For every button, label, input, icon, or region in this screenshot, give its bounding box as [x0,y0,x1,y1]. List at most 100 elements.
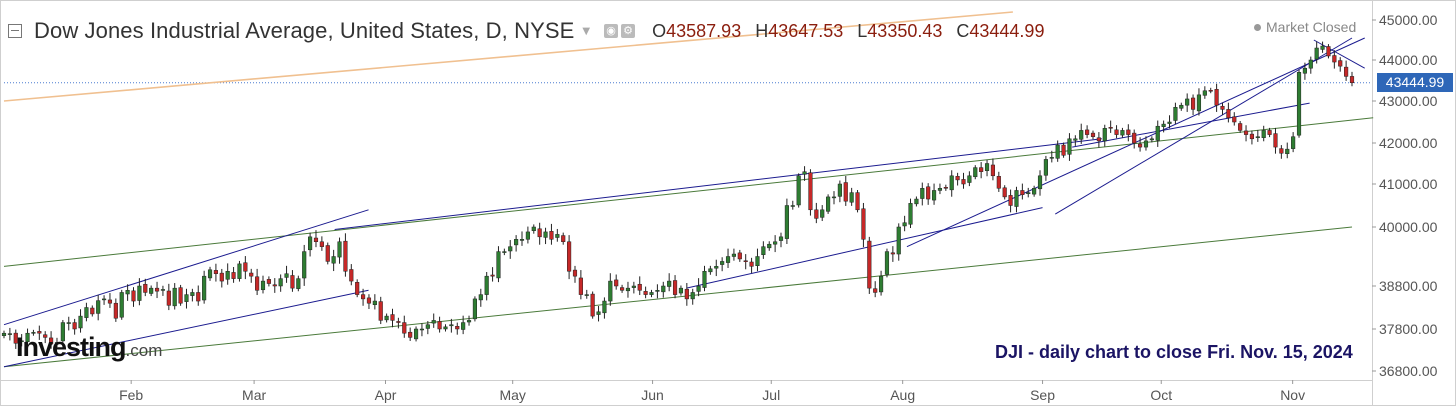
candle-body [1079,130,1084,140]
candle-body [920,188,925,199]
candle-body [1255,136,1260,138]
candle-body [154,287,160,292]
candle-body [1020,190,1025,195]
candle-body [25,332,30,343]
candle-body [826,196,831,212]
candle-body [1291,136,1296,149]
candle-body [1120,130,1125,136]
candle-body [967,175,972,183]
candle-body [1032,188,1037,195]
collapse-toggle-icon[interactable] [8,24,22,38]
candle-body [973,167,978,178]
candle-body [149,287,154,294]
x-tick-label: Feb [119,387,143,403]
candle-body [72,322,77,330]
candle-body [131,290,136,302]
ohlc-high-key: H [755,20,769,41]
ohlc-close-value: 43444.99 [969,20,1045,41]
candle-body [984,163,990,171]
market-status-text: Market Closed [1266,19,1357,35]
eye-icon[interactable]: ◉ [604,24,619,38]
candle-body [49,337,54,345]
candle-body [549,231,554,240]
candle-body [896,226,901,255]
symbol-dropdown-chevron-icon[interactable]: ▼ [582,25,591,37]
candle-body [708,268,713,273]
candle-body [1214,89,1219,106]
candle-body [1273,133,1278,148]
candle-body [125,290,130,295]
candle-body [672,280,678,295]
candle-body [873,288,878,293]
candle-body [1026,192,1031,194]
candle-body [1067,138,1072,155]
candle-body [237,263,242,279]
candle-body [555,234,560,238]
candle-body [178,287,183,304]
y-tick-label: 37800.00 [1379,321,1438,337]
candle-body [949,175,954,191]
candle-body [861,208,866,240]
candle-body [1196,94,1202,112]
candle-body [837,183,842,197]
ohlc-low-value: 43350.43 [867,20,943,41]
trend-line-blue [3,289,369,368]
candle-body [231,272,236,279]
candle-body [1344,66,1349,77]
gear-icon[interactable]: ⚙ [621,24,636,38]
candle-body [631,285,636,288]
candle-body [255,276,260,291]
candle-body [1249,133,1255,140]
candle-body [325,245,330,262]
candle-body [1208,90,1213,92]
candle-body [1238,123,1243,131]
candle-body [749,261,754,267]
candle-body [943,187,948,189]
candle-body [113,302,118,319]
candle-body [508,246,513,252]
candle-body [649,292,654,295]
candle-body [13,332,18,344]
candle-body [996,176,1001,189]
candle-body [1190,97,1196,110]
candle-body [1043,159,1048,176]
candle-body [478,294,483,301]
candle-body [1308,59,1313,69]
candle-body [119,292,124,318]
candle-body [1179,104,1184,109]
candle-body [855,192,860,211]
candle-body [655,290,660,292]
candle-body [937,188,943,191]
ohlc-close: C43444.99 [956,21,1044,42]
candle-body [37,331,42,334]
candle-body [266,279,271,284]
candle-body [366,297,372,304]
candle-body [219,272,224,282]
candle-body [761,246,766,255]
status-dot-icon [1254,24,1261,31]
candle-body [1338,60,1343,67]
candle-body [355,282,360,295]
candle-body [584,294,589,296]
candle-body [802,171,807,175]
candle-body [643,291,648,295]
candle-body [472,298,477,320]
candle-body [879,275,884,293]
market-status: Market Closed [1254,19,1356,35]
candle-body [84,307,89,318]
candle-body [443,326,448,330]
ohlc-open-key: O [652,20,667,41]
candle-body [278,278,283,287]
trend-line-blue [3,209,369,326]
candle-body [955,176,960,181]
candle-body [1049,157,1054,159]
candle-body [143,283,148,293]
candle-body [790,205,795,207]
x-tick-label: Aug [890,387,915,403]
candle-body [166,290,171,306]
candle-body [1267,130,1272,135]
candle-body [931,190,937,201]
trend-line-blue [1072,102,1310,148]
candle-body [461,322,466,330]
candle-body [572,269,578,277]
